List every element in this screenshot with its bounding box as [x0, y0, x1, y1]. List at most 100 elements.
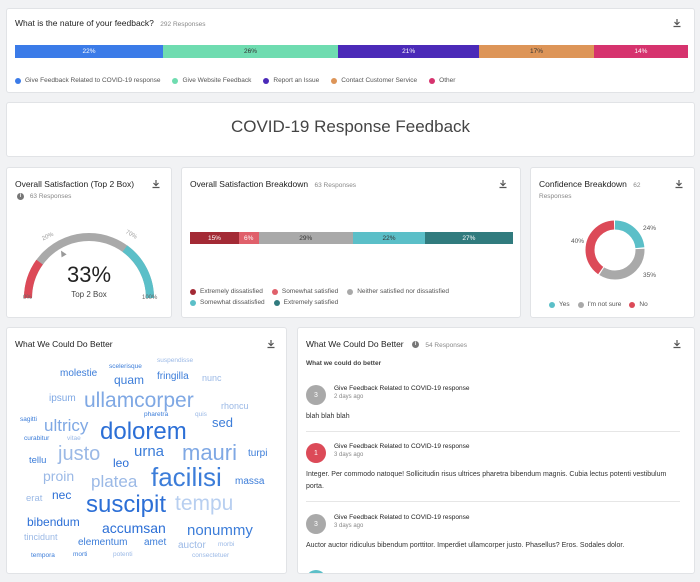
info-icon[interactable]: i [412, 341, 420, 349]
breakdown-title-row: Overall Satisfaction Breakdown 63 Respon… [190, 179, 356, 189]
legend-item[interactable]: Other [429, 77, 455, 84]
cloud-word[interactable]: ultricy [44, 416, 89, 435]
breakdown-segment[interactable]: 6% [238, 232, 259, 244]
response-item[interactable]: 1 Give Feedback Related to COVID-19 resp… [306, 443, 680, 502]
cloud-word[interactable]: curabitur [24, 435, 50, 442]
cloud-word[interactable]: tincidunt [24, 532, 58, 542]
response-text: blah blah blah [306, 413, 350, 420]
response-category: Give Feedback Related to COVID-19 respon… [334, 514, 470, 521]
nature-segment[interactable]: 21% [338, 45, 480, 58]
legend-item[interactable]: Somewhat dissatisfied [190, 299, 265, 306]
donut-slice[interactable] [585, 220, 645, 280]
cloud-word[interactable]: potenti [113, 551, 133, 558]
cloud-word[interactable]: elementum [78, 537, 128, 548]
legend-item[interactable]: Give Website Feedback [172, 77, 251, 84]
cloud-word[interactable]: facilisi [151, 462, 222, 492]
donut-slice[interactable] [585, 220, 645, 280]
response-text: Auctor auctor ridiculus bibendum porttit… [306, 542, 625, 549]
cloud-word[interactable]: ipsum [49, 393, 76, 404]
cloud-word[interactable]: tempora [31, 552, 55, 559]
nature-segment[interactable]: 26% [163, 45, 339, 58]
nature-legend: Give Feedback Related to COVID-19 respon… [15, 77, 467, 84]
wordcloud-title: What We Could Do Better [15, 339, 113, 349]
cloud-word[interactable]: ullamcorper [84, 389, 194, 412]
legend-item[interactable]: Yes [549, 301, 570, 308]
cloud-word[interactable]: quam [114, 373, 145, 387]
cloud-word[interactable]: proin [43, 468, 75, 484]
cloud-word[interactable]: auctor [178, 540, 206, 551]
cloud-word[interactable]: nunc [202, 373, 222, 383]
cloud-word[interactable]: morti [73, 551, 88, 558]
legend-item[interactable]: No [629, 301, 648, 308]
cloud-word[interactable]: tellu [29, 455, 47, 466]
cloud-word[interactable]: massa [235, 476, 265, 487]
legend-item[interactable]: Contact Customer Service [331, 77, 417, 84]
cloud-word[interactable]: accumsan [102, 520, 166, 536]
breakdown-segment[interactable]: 22% [353, 232, 425, 244]
cloud-word[interactable]: urna [134, 443, 165, 460]
info-icon[interactable]: i [17, 193, 24, 200]
nature-segment[interactable]: 14% [593, 45, 688, 58]
response-item[interactable]: 3 Give Feedback Related to COVID-19 resp… [306, 385, 680, 432]
legend-item[interactable]: Neither satisfied nor dissatisfied [347, 288, 449, 295]
cloud-word[interactable]: sagitti [20, 416, 37, 423]
nature-segment[interactable]: 22% [15, 45, 164, 58]
cloud-word[interactable]: justo [58, 443, 101, 465]
cloud-word[interactable]: erat [26, 493, 43, 504]
cloud-word[interactable]: vitae [67, 435, 81, 442]
responses-title-row: What We Could Do Better i 54 Responses [306, 339, 467, 349]
download-icon[interactable] [672, 339, 682, 349]
breakdown-stacked-bar: 15% 6% 29% 22% 27% [190, 232, 513, 244]
nature-segment[interactable]: 17% [479, 45, 594, 58]
download-icon[interactable] [672, 18, 682, 28]
cloud-word[interactable]: pharetra [144, 411, 169, 418]
cloud-word[interactable]: morbi [218, 541, 235, 548]
nature-title: What is the nature of your feedback? [15, 18, 154, 28]
legend-item[interactable]: Somewhat satisfied [271, 288, 338, 295]
cloud-word[interactable]: dolorem [100, 418, 187, 445]
confidence-responses: Responses [539, 193, 572, 200]
cloud-word[interactable]: nec [52, 488, 72, 502]
wordcloud-card: What We Could Do Better suspendisse scel… [6, 327, 287, 574]
cloud-word[interactable]: leo [113, 456, 130, 470]
cloud-word[interactable]: tempu [175, 492, 234, 515]
breakdown-card: Overall Satisfaction Breakdown 63 Respon… [181, 167, 521, 318]
download-icon[interactable] [498, 179, 508, 189]
breakdown-segment[interactable]: 27% [424, 232, 513, 244]
cloud-word[interactable]: consectetuer [192, 552, 230, 559]
breakdown-segment[interactable]: 29% [258, 232, 354, 244]
cloud-word[interactable]: nonummy [187, 522, 253, 539]
cloud-word[interactable]: sed [212, 415, 233, 430]
satisfaction-title: Overall Satisfaction (Top 2 Box) [15, 179, 135, 189]
cloud-word[interactable]: mauri [182, 440, 238, 465]
download-icon[interactable] [674, 179, 684, 189]
legend-item[interactable]: Extremely dissatisfied [190, 288, 263, 295]
cloud-word[interactable]: rhoncu [221, 401, 249, 411]
cloud-word[interactable]: scelerisque [109, 363, 142, 370]
gauge-marker [61, 250, 67, 258]
legend-item[interactable]: I'm not sure [577, 301, 621, 308]
cloud-word[interactable]: suscipit [86, 491, 167, 518]
breakdown-legend: Extremely dissatisfied Somewhat satisfie… [190, 288, 520, 306]
cloud-word[interactable]: platea [91, 472, 138, 491]
nature-card: What is the nature of your feedback? 292… [6, 8, 695, 93]
cloud-word[interactable]: suspendisse [157, 357, 194, 364]
legend-item[interactable]: Report an Issue [263, 77, 319, 84]
cloud-word[interactable]: molestie [60, 368, 98, 379]
download-icon[interactable] [266, 339, 276, 349]
cloud-word[interactable]: quis [195, 411, 207, 418]
donut-label-yes: 24% [643, 225, 657, 232]
legend-item[interactable]: Give Feedback Related to COVID-19 respon… [15, 77, 160, 84]
donut-label-no: 40% [571, 238, 585, 245]
divider [306, 501, 680, 502]
legend-item[interactable]: Extremely satisfied [273, 299, 338, 306]
cloud-word[interactable]: bibendum [27, 515, 80, 529]
response-item[interactable]: 3 Give Feedback Related to COVID-19 resp… [306, 514, 680, 552]
cloud-word[interactable]: amet [144, 537, 167, 548]
cloud-word[interactable]: turpi [248, 448, 268, 459]
download-icon[interactable] [151, 179, 161, 189]
cloud-word[interactable]: fringilla [157, 371, 189, 382]
breakdown-segment[interactable]: 15% [190, 232, 239, 244]
response-text: Integer. Per commodo natoque! Sollicitud… [306, 471, 667, 490]
donut-slice[interactable] [585, 220, 645, 280]
